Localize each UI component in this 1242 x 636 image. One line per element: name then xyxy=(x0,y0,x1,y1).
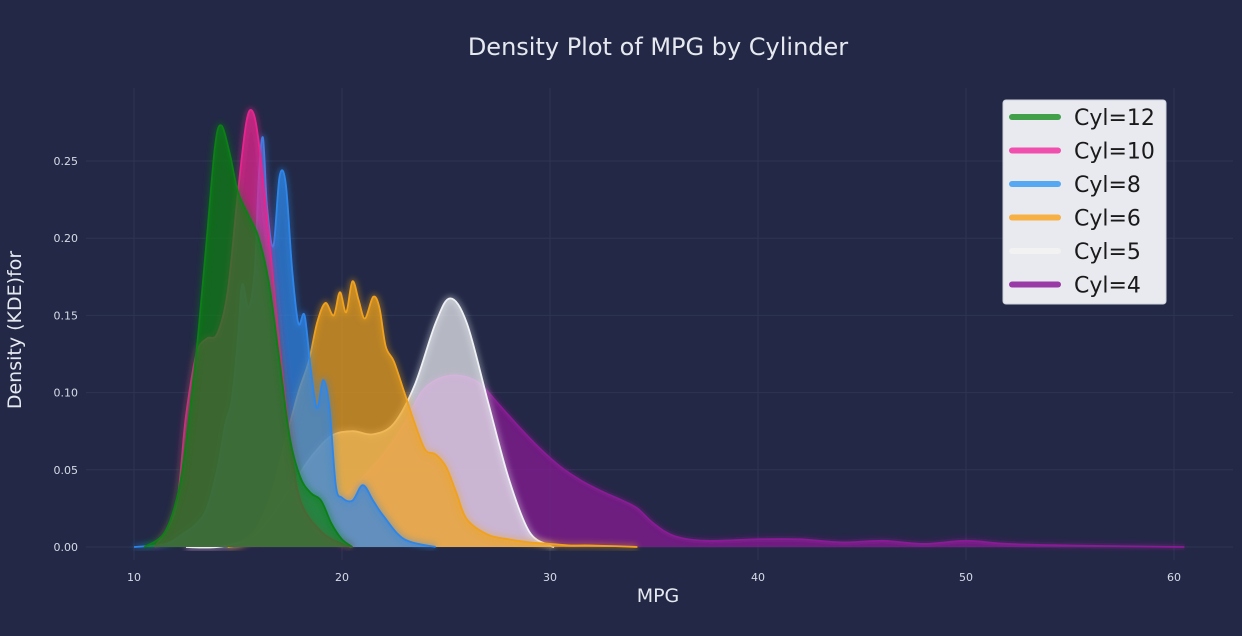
y-tick-label: 0.15 xyxy=(54,309,79,322)
area-cyl-8 xyxy=(134,137,436,547)
area-cyl-12 xyxy=(144,125,353,548)
legend-item-cyl-4: Cyl=4 xyxy=(1009,274,1141,299)
chart-title: Density Plot of MPG by Cylinder xyxy=(468,33,848,61)
y-tick-label: 0.25 xyxy=(54,155,79,168)
y-tick-label: 0.00 xyxy=(54,541,79,554)
series-cyl-12 xyxy=(142,122,355,550)
legend-label: Cyl=10 xyxy=(1074,140,1155,165)
series-layer xyxy=(133,106,1185,551)
legend-item-cyl-10: Cyl=10 xyxy=(1009,140,1155,165)
x-axis-label: MPG xyxy=(637,585,680,607)
legend-label: Cyl=4 xyxy=(1074,274,1141,299)
legend-item-cyl-12: Cyl=12 xyxy=(1009,106,1155,131)
y-axis-label: Density (KDE)for xyxy=(4,251,26,410)
x-tick-label: 50 xyxy=(959,571,973,584)
x-tick-label: 30 xyxy=(543,571,557,584)
x-tick-label: 40 xyxy=(751,571,765,584)
y-tick-label: 0.10 xyxy=(54,387,79,400)
x-tick-label: 60 xyxy=(1167,571,1181,584)
legend-item-cyl-8: Cyl=8 xyxy=(1009,173,1141,198)
legend-label: Cyl=12 xyxy=(1074,106,1155,131)
legend-label: Cyl=8 xyxy=(1074,173,1141,198)
legend-item-cyl-6: Cyl=6 xyxy=(1009,207,1141,232)
legend-label: Cyl=5 xyxy=(1074,240,1141,265)
y-axis: 0.00 0.05 0.10 0.15 0.20 0.25 xyxy=(54,155,79,554)
x-tick-label: 20 xyxy=(335,571,349,584)
y-tick-label: 0.05 xyxy=(54,464,79,477)
legend: Cyl=12 Cyl=10 Cyl=8 Cyl=6 Cyl=5 Cyl=4 xyxy=(1002,99,1167,305)
x-axis: 10 20 30 40 50 60 xyxy=(127,571,1181,584)
legend-label: Cyl=6 xyxy=(1074,207,1141,232)
legend-item-cyl-5: Cyl=5 xyxy=(1009,240,1141,265)
y-tick-label: 0.20 xyxy=(54,232,79,245)
area-cyl-5 xyxy=(186,298,555,548)
x-tick-label: 10 xyxy=(127,571,141,584)
line-cyl-12 xyxy=(143,124,353,548)
